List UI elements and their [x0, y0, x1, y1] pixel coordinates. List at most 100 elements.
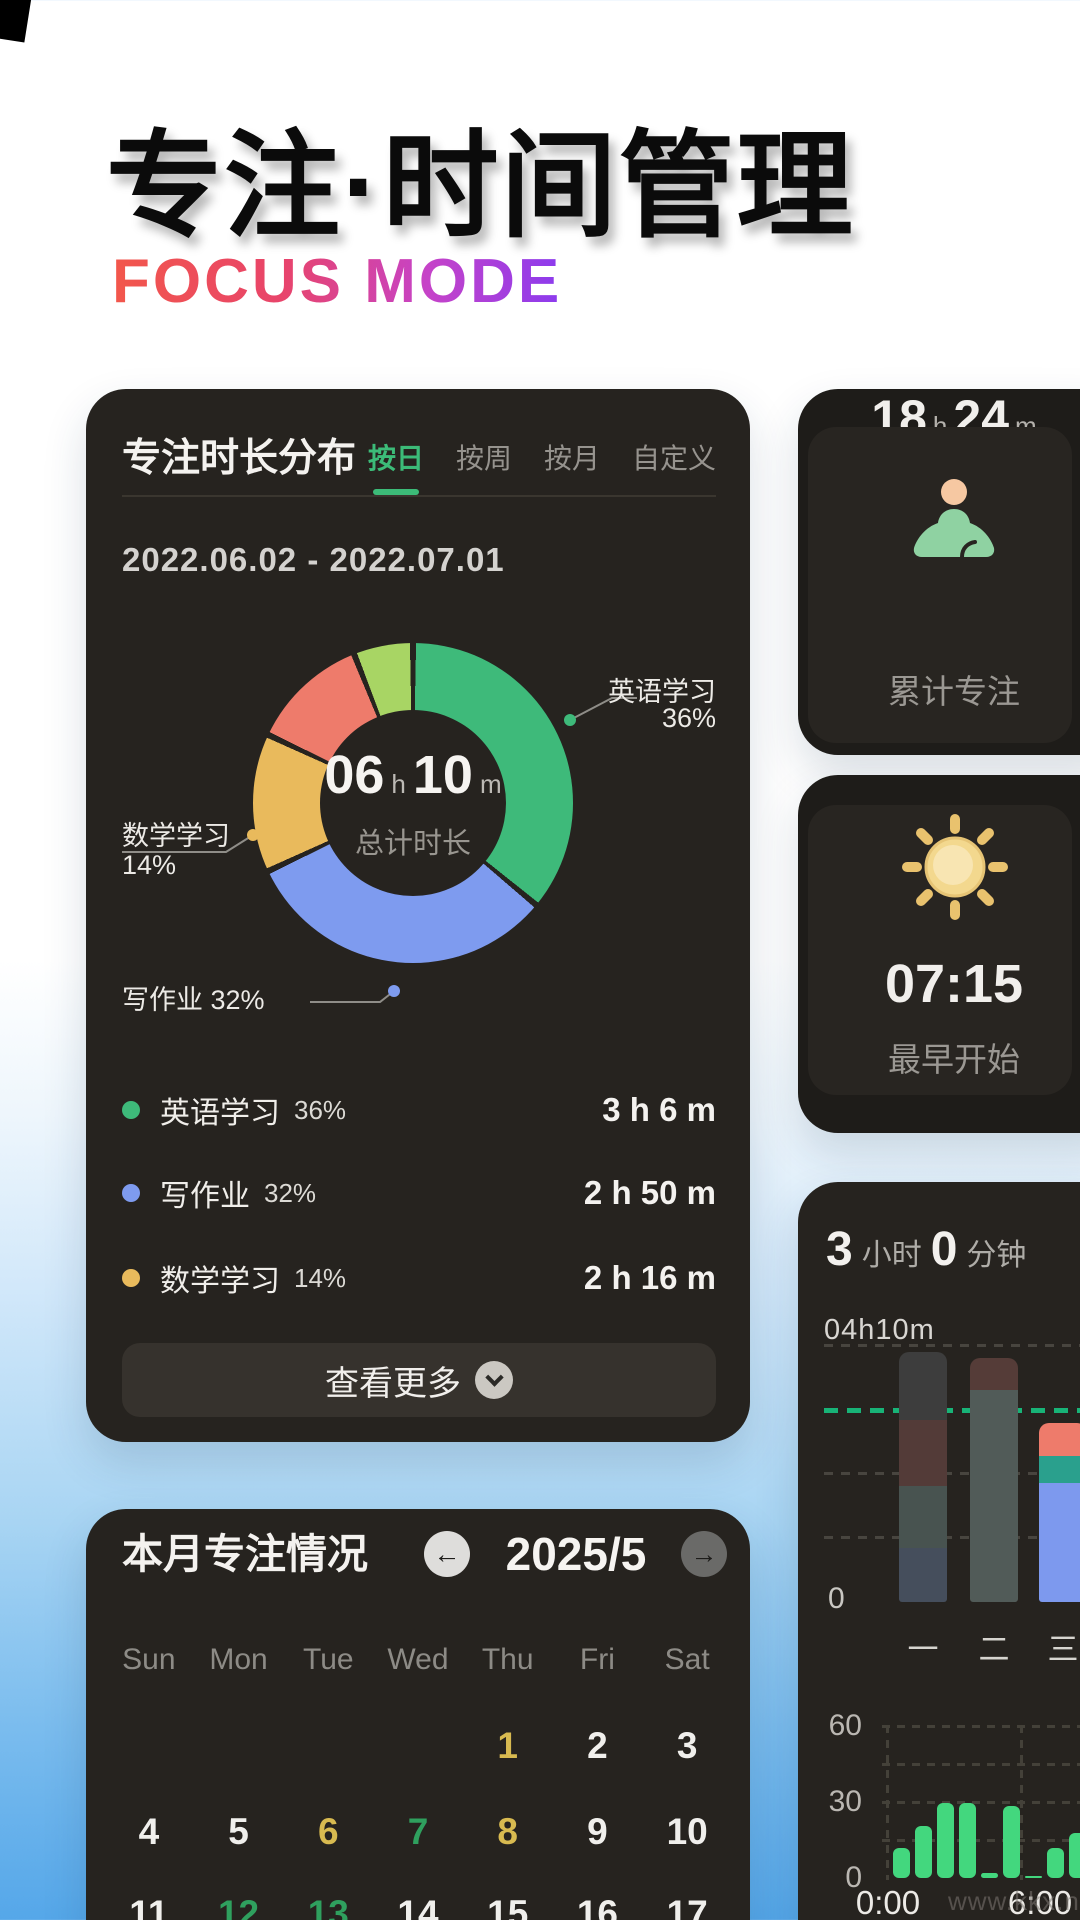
- legend-value: 3 h 6 m: [602, 1091, 716, 1128]
- calendar-day[interactable]: 14: [397, 1893, 439, 1920]
- total-hours: 06: [324, 745, 385, 805]
- calendar-empty-cell: [194, 1725, 284, 1767]
- total-focus-card: 18 h 24 m 累计专注: [798, 389, 1080, 755]
- y-zero-label: 0: [828, 1582, 845, 1615]
- page-subtitle: FOCUS MODE: [112, 247, 563, 316]
- callout-lines: [122, 697, 637, 1003]
- calendar-day[interactable]: 13: [307, 1893, 349, 1920]
- prev-month-button[interactable]: ←: [424, 1531, 470, 1577]
- focus-donut-chart[interactable]: [253, 643, 573, 963]
- bar-segment: [1039, 1455, 1080, 1484]
- tab-custom[interactable]: 自定义: [631, 443, 716, 474]
- stacked-bar-三: [1039, 1422, 1080, 1602]
- legend-dot: [122, 1101, 140, 1119]
- calendar-day[interactable]: 2: [587, 1725, 608, 1766]
- calendar-day[interactable]: 11: [129, 1893, 169, 1920]
- header-divider: [122, 495, 716, 497]
- calendar-day[interactable]: 3: [676, 1725, 698, 1766]
- date-range: 2022.06.02 - 2022.07.01: [122, 541, 505, 578]
- arrow-right-icon: →: [690, 1538, 718, 1569]
- tab-by-day[interactable]: 按日: [368, 437, 424, 477]
- bar-segment: [899, 1486, 947, 1548]
- x-label-mon: 一: [907, 1632, 939, 1667]
- calendar-day[interactable]: 9: [587, 1811, 608, 1852]
- weekday-label: Sun: [122, 1643, 176, 1676]
- calendar-day[interactable]: 5: [228, 1811, 249, 1852]
- month-focus-card: 本月专注情况 ← 2025/5 → Sun Mon Tue Wed Thu Fri Sat …: [86, 1509, 750, 1920]
- total-caption: 总计时长: [354, 828, 471, 860]
- donut-center-total: 06 h 10 m 总计时长: [253, 643, 573, 963]
- hours-unit: h: [391, 769, 406, 799]
- weekday-label: Wed: [387, 1643, 449, 1676]
- calendar-day[interactable]: 17: [666, 1893, 708, 1920]
- calendar-day[interactable]: 1: [497, 1725, 518, 1766]
- gridline: [1020, 1725, 1023, 1880]
- legend-name: 写作业: [160, 1180, 250, 1213]
- y-tick-30: 30: [828, 1785, 862, 1818]
- weekday-label: Fri: [579, 1643, 615, 1676]
- earliest-start-card: 07:15 最早开始: [798, 775, 1080, 1133]
- legend-row-english: 英语学习 36% 3 h 6 m: [122, 1091, 716, 1130]
- calendar-day[interactable]: 16: [576, 1893, 618, 1920]
- calendar-week-row: 11 12 13 14 15 16 17: [104, 1893, 732, 1920]
- minute-bar: [915, 1825, 932, 1878]
- gridline: [882, 1763, 1080, 1766]
- y-tick-0: 0: [845, 1861, 862, 1894]
- focus-distribution-card: 专注时长分布 按日 按周 按月 自定义 2022.06.02 - 2022.07…: [86, 389, 750, 1442]
- legend-dot: [122, 1184, 140, 1202]
- calendar-day[interactable]: 6: [317, 1811, 339, 1852]
- gridline: [882, 1839, 1080, 1842]
- bar-segment: [1039, 1483, 1080, 1602]
- sun-icon: [902, 814, 1008, 920]
- view-more-label: 查看更多: [325, 1364, 461, 1403]
- calendar-day[interactable]: 4: [138, 1811, 160, 1852]
- legend-percent: 32%: [264, 1177, 317, 1208]
- total-focus-caption: 累计专注: [888, 673, 1020, 710]
- calendar-day[interactable]: 12: [217, 1893, 260, 1920]
- bar-segment: [899, 1352, 947, 1420]
- page-title: 专注·时间管理: [106, 121, 855, 251]
- gridline: [882, 1801, 1080, 1804]
- range-tabs: 按日 按周 按月 自定义: [368, 437, 716, 477]
- callout-math-name: 数学学习: [122, 821, 230, 851]
- corner-artifact: [0, 0, 32, 43]
- calendar-day[interactable]: 8: [497, 1811, 518, 1852]
- next-month-button[interactable]: →: [681, 1531, 727, 1577]
- calendar-empty-cell: [283, 1725, 373, 1767]
- total-focus-panel: [808, 427, 1072, 743]
- minute-bar: [1003, 1805, 1020, 1878]
- legend-row-math: 数学学习 14% 2 h 16 m: [122, 1259, 716, 1298]
- earliest-start-caption: 最早开始: [888, 1041, 1020, 1078]
- calendar-day[interactable]: 15: [487, 1893, 529, 1920]
- legend-percent: 14%: [294, 1262, 347, 1293]
- gridline: [882, 1725, 1080, 1728]
- calendar-week-row: 4 5 6 7 8 9 10: [104, 1811, 732, 1853]
- stacked-bar-二: [970, 1358, 1018, 1602]
- gridline: [824, 1536, 1080, 1539]
- calendar-empty-cell: [373, 1725, 463, 1767]
- minute-bar: [981, 1873, 998, 1878]
- calendar-empty-cell: [104, 1725, 194, 1767]
- minute-bar: [1069, 1833, 1080, 1878]
- y-max-label: 04h10m: [824, 1314, 935, 1346]
- weekday-label: Thu: [481, 1643, 534, 1676]
- minute-bar: [893, 1848, 910, 1878]
- view-more-button[interactable]: 查看更多: [122, 1343, 716, 1417]
- hours-unit: 小时: [861, 1239, 922, 1272]
- month-label: 2025/5: [505, 1528, 647, 1580]
- card-title: 专注时长分布: [122, 437, 357, 480]
- minute-bar: [959, 1803, 976, 1878]
- tab-by-month[interactable]: 按月: [543, 443, 600, 474]
- gridline: [824, 1344, 1080, 1347]
- bar-segment: [1039, 1422, 1080, 1456]
- tab-by-week[interactable]: 按周: [455, 443, 512, 474]
- x-label-tue: 二: [978, 1632, 1010, 1667]
- calendar-week-row: 1 2 3: [104, 1725, 732, 1767]
- legend-value: 2 h 50 m: [583, 1174, 716, 1211]
- stacked-bar-一: [899, 1352, 947, 1602]
- legend-row-homework: 写作业 32% 2 h 50 m: [122, 1174, 716, 1213]
- avg-minutes: 0: [930, 1223, 958, 1276]
- donut-hole: [320, 710, 506, 896]
- calendar-day[interactable]: 10: [666, 1811, 708, 1852]
- calendar-day[interactable]: 7: [407, 1811, 429, 1852]
